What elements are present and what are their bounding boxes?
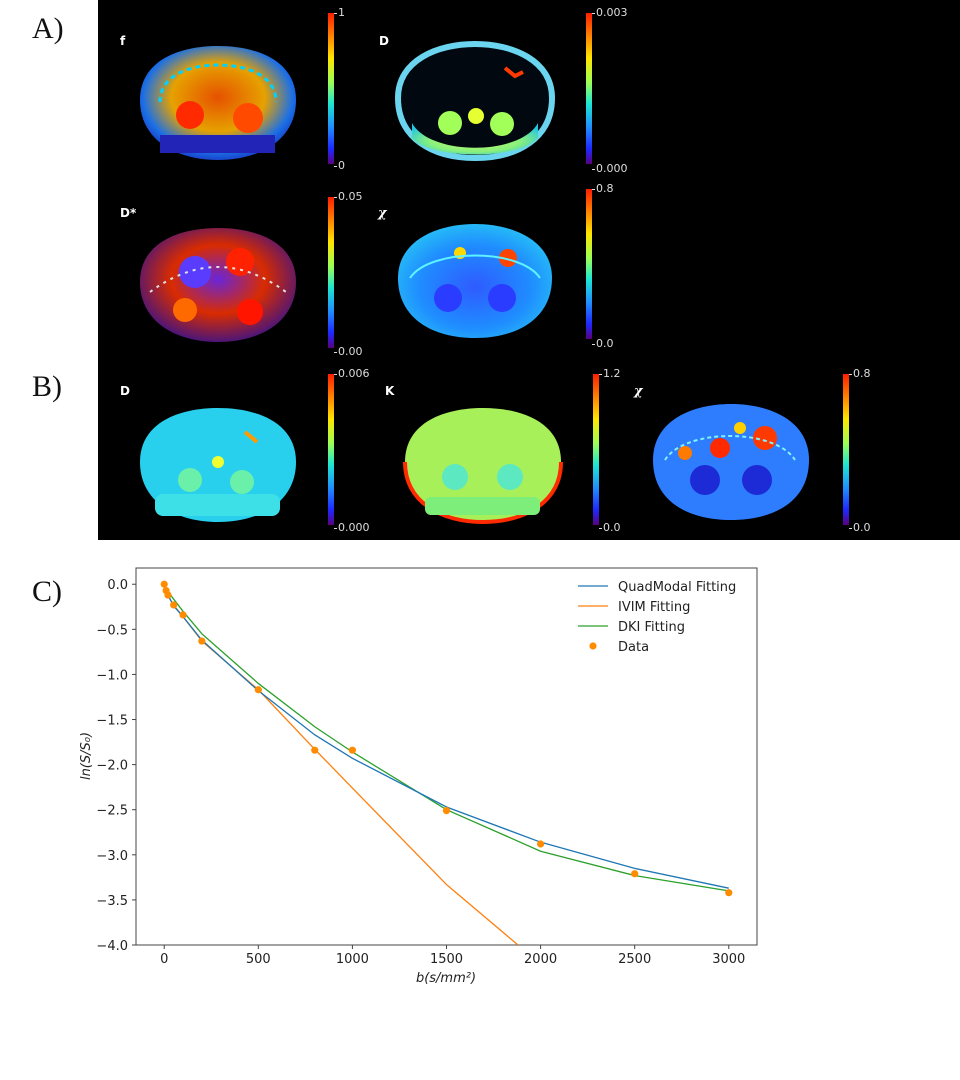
data-point xyxy=(198,637,206,645)
y-tick-label: −1.0 xyxy=(96,668,128,683)
map-a-f-image xyxy=(140,46,296,160)
x-tick-label: 500 xyxy=(246,952,271,967)
colorbar-a-chi-max: 0.8 xyxy=(592,182,614,195)
x-tick-label: 0 xyxy=(160,952,168,967)
data-point xyxy=(164,591,172,599)
panel-label-c: C) xyxy=(32,575,62,608)
colorbar-b-chi-max: 0.8 xyxy=(849,367,871,380)
map-b-d-label: D xyxy=(120,384,130,398)
map-a-chi-label: χ xyxy=(378,206,387,221)
x-tick-label: 3000 xyxy=(712,952,745,967)
colorbar-b-k-max: 1.2 xyxy=(599,367,621,380)
colorbar-a-d-min: 0.000 xyxy=(592,162,628,175)
y-tick-label: −2.5 xyxy=(96,804,128,819)
colorbar-a-d-max: 0.003 xyxy=(592,6,628,19)
y-tick-label: −3.0 xyxy=(96,849,128,864)
colorbar-b-chi xyxy=(843,374,849,525)
data-point xyxy=(179,611,187,619)
colorbar-a-chi xyxy=(586,189,592,339)
x-tick-label: 2000 xyxy=(524,952,557,967)
colorbar-b-chi-min: 0.0 xyxy=(849,521,871,534)
data-point xyxy=(311,746,319,754)
data-point xyxy=(442,807,451,815)
map-b-d-image xyxy=(140,408,296,522)
colorbar-a-f xyxy=(328,13,334,164)
data-point xyxy=(725,889,733,897)
colorbar-b-d xyxy=(328,374,334,525)
map-b-k-image xyxy=(403,408,563,525)
map-b-k-label: K xyxy=(385,384,395,398)
map-a-chi-image xyxy=(398,224,552,338)
y-tick-label: 0.0 xyxy=(107,578,128,593)
map-a-f-label: f xyxy=(120,34,126,48)
x-axis-label: b(s/mm²) xyxy=(416,971,476,986)
map-b-chi-label: χ xyxy=(634,384,643,399)
x-tick-label: 2500 xyxy=(618,952,651,967)
plot-frame xyxy=(135,567,758,946)
y-tick-label: −4.0 xyxy=(96,939,128,954)
signal-decay-chart: 0 500 1000 1500 2000 2500 3000 0.0 −0.5 −1.0 −1.5 −… xyxy=(79,567,758,986)
series-line-dki-fitting xyxy=(163,586,729,892)
y-axis-label: ln(S/S₀) xyxy=(79,732,94,780)
x-tick-label: 1500 xyxy=(430,952,463,967)
y-tick-label: −2.0 xyxy=(96,759,128,774)
legend-label: QuadModal Fitting xyxy=(618,580,736,595)
panel-label-a: A) xyxy=(32,12,64,45)
colorbar-a-f-min: 0 xyxy=(334,159,345,172)
colorbar-a-dstar-min: 0.00 xyxy=(334,345,363,358)
colorbar-a-d xyxy=(586,13,592,164)
data-point xyxy=(254,686,262,694)
colorbar-a-f-max: 1 xyxy=(334,6,345,19)
legend-marker-data xyxy=(589,642,597,650)
data-point xyxy=(160,580,168,588)
data-point xyxy=(348,746,357,754)
map-b-chi-image xyxy=(653,404,809,520)
y-tick-label: −0.5 xyxy=(96,623,128,638)
y-tick-label: −3.5 xyxy=(96,894,128,909)
colorbar-a-chi-min: 0.0 xyxy=(592,337,614,350)
map-a-dstar-image xyxy=(140,228,296,342)
y-tick-label: −1.5 xyxy=(96,714,128,729)
data-point xyxy=(170,601,178,609)
data-point xyxy=(631,870,639,878)
colorbar-a-dstar xyxy=(328,197,334,348)
map-a-dstar-label: D* xyxy=(120,206,137,220)
colorbar-b-k-min: 0.0 xyxy=(599,521,621,534)
legend-label: DKI Fitting xyxy=(618,620,685,635)
colorbar-b-d-max: 0.006 xyxy=(334,367,370,380)
map-a-d-label: D xyxy=(379,34,389,48)
map-a-d-image xyxy=(394,40,556,162)
x-tick-label: 1000 xyxy=(336,952,369,967)
legend-label: IVIM Fitting xyxy=(618,600,690,615)
colorbar-b-k xyxy=(593,374,599,525)
colorbar-b-d-min: 0.000 xyxy=(334,521,370,534)
data-point xyxy=(536,840,545,848)
colorbar-a-dstar-max: 0.05 xyxy=(334,190,363,203)
legend-label: Data xyxy=(618,640,649,655)
panel-label-b: B) xyxy=(32,370,62,403)
